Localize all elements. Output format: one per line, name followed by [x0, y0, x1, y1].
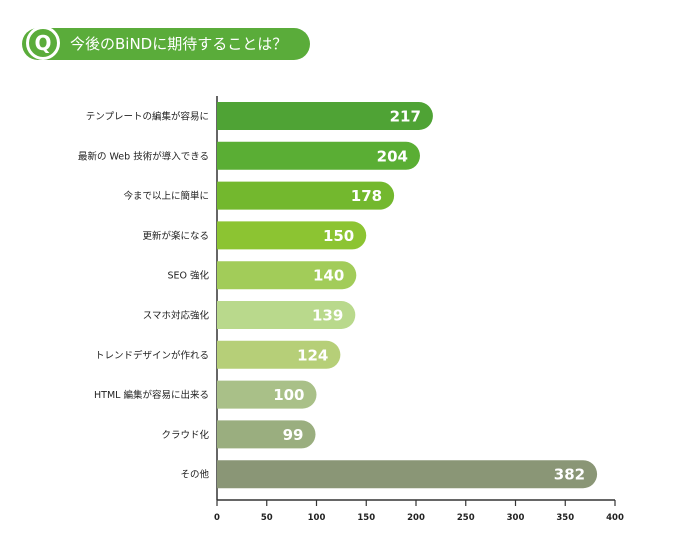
bar	[217, 221, 367, 250]
bar-value-label: 139	[312, 307, 343, 325]
question-title: 今後のBiNDに期待することは？	[70, 35, 288, 53]
x-tick-label: 50	[261, 513, 273, 523]
bar-value-label: 100	[273, 386, 304, 404]
x-tick-label: 0	[214, 513, 220, 523]
category-label: トレンドデザインが作れる	[95, 349, 209, 361]
bar-value-label: 150	[323, 227, 354, 245]
category-label: スマホ対応強化	[143, 310, 210, 322]
bar	[217, 141, 420, 170]
bar-value-label: 217	[390, 108, 421, 126]
x-tick-label: 250	[457, 513, 475, 523]
bar	[217, 380, 317, 409]
category-label: SEO 強化	[167, 270, 209, 282]
bar	[217, 102, 433, 130]
category-label: その他	[180, 469, 209, 481]
bar	[217, 181, 395, 210]
bar	[217, 420, 316, 449]
category-label: 今まで以上に簡単に	[123, 190, 209, 202]
x-tick-label: 150	[357, 513, 375, 523]
bar	[217, 460, 598, 489]
category-label: HTML 編集が容易に出来る	[94, 389, 209, 401]
bar-value-label: 140	[313, 267, 344, 285]
bar-value-label: 99	[283, 426, 304, 444]
bar	[217, 301, 356, 329]
bar-value-label: 124	[297, 346, 328, 364]
bar-value-label: 204	[377, 147, 408, 165]
category-label: テンプレートの編集が容易に	[86, 111, 209, 123]
category-label: 最新の Web 技術が導入できる	[78, 150, 209, 162]
x-tick-label: 350	[556, 513, 574, 523]
bar-value-label: 382	[554, 466, 585, 484]
question-badge: Q	[26, 26, 60, 60]
bar-value-label: 178	[351, 187, 382, 205]
category-label: 更新が楽になる	[142, 230, 209, 242]
category-label: クラウド化	[161, 429, 209, 441]
bar	[217, 340, 341, 369]
x-tick-label: 200	[407, 513, 425, 523]
question-banner	[22, 28, 310, 60]
x-tick-label: 400	[606, 513, 624, 523]
x-tick-label: 300	[507, 513, 525, 523]
x-tick-label: 100	[308, 513, 326, 523]
bar	[217, 261, 357, 290]
